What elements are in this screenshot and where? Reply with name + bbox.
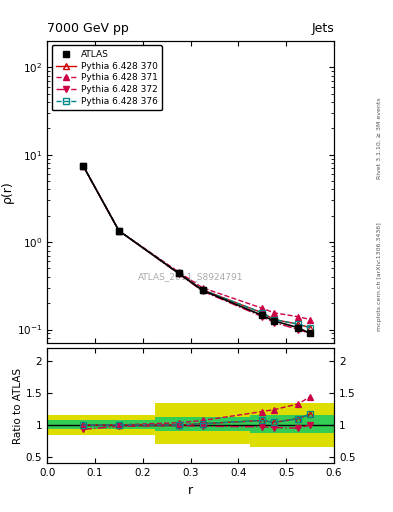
Y-axis label: ρ(r): ρ(r) [1,181,14,203]
Text: 7000 GeV pp: 7000 GeV pp [47,22,129,35]
Legend: ATLAS, Pythia 6.428 370, Pythia 6.428 371, Pythia 6.428 372, Pythia 6.428 376: ATLAS, Pythia 6.428 370, Pythia 6.428 37… [51,46,162,110]
Text: Rivet 3.1.10, ≥ 3M events: Rivet 3.1.10, ≥ 3M events [377,97,382,179]
Text: Jets: Jets [311,22,334,35]
X-axis label: r: r [188,484,193,497]
Y-axis label: Ratio to ATLAS: Ratio to ATLAS [13,368,23,444]
Text: mcplots.cern.ch [arXiv:1306.3436]: mcplots.cern.ch [arXiv:1306.3436] [377,222,382,331]
Text: ATLAS_2011_S8924791: ATLAS_2011_S8924791 [138,272,243,281]
